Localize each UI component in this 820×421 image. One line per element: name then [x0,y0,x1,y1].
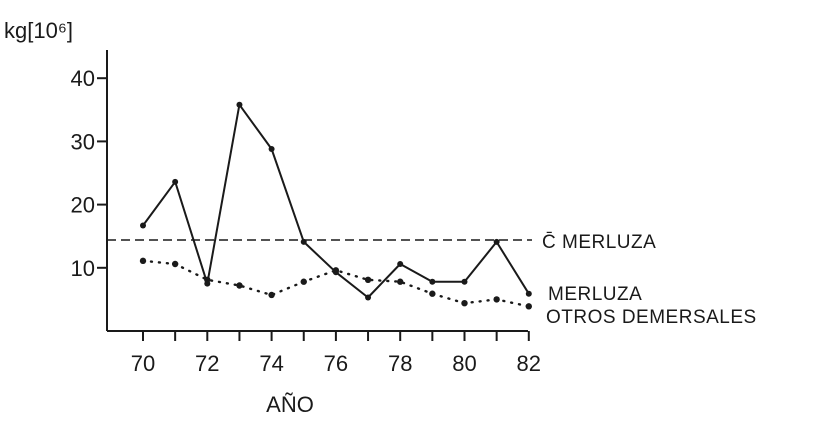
data-point [332,267,340,274]
data-point [493,238,500,245]
data-point [429,278,436,285]
data-point [300,278,307,285]
data-point [461,278,468,285]
data-point [300,238,307,245]
x-tick-label: 80 [452,351,476,376]
data-point [172,178,179,185]
data-point [365,294,372,301]
y-tick-label: 20 [71,193,95,218]
data-point [268,145,275,152]
data-point [525,290,532,297]
x-tick-label: 78 [388,351,412,376]
reference-line-group: C̄ MERLUZA [107,232,656,253]
x-tick-label: 76 [324,351,348,376]
x-axis-title: AÑO [266,392,314,417]
data-point [236,101,243,108]
y-tick-label: 30 [71,129,95,154]
series-label: MERLUZA [548,284,642,305]
data-point [429,290,436,297]
data-point [204,276,211,284]
x-tick-label: 72 [195,351,219,376]
data-point [493,296,500,303]
x-tick-label: 70 [131,351,155,376]
data-point [171,260,179,268]
y-tick-label: 40 [71,66,95,91]
x-tick-label: 82 [517,351,541,376]
data-point [525,303,532,310]
y-axis-title: kg[10⁶] [4,18,73,43]
data-point [268,291,275,299]
reference-line-label: C̄ MERLUZA [542,232,656,253]
data-point [364,276,372,284]
data-point [236,282,243,289]
x-tick-label: 74 [259,351,283,376]
data-point [461,299,468,307]
series-label: OTROS DEMERSALES [546,307,757,328]
data-point [397,278,404,285]
data-point [139,257,147,265]
x-ticks: 70 72 74 76 78 80 82 [131,331,541,376]
data-point [397,261,404,268]
y-ticks: 10 20 30 40 [71,66,107,281]
axes [106,50,528,332]
y-tick-label: 10 [71,256,95,281]
data-point [140,222,146,229]
